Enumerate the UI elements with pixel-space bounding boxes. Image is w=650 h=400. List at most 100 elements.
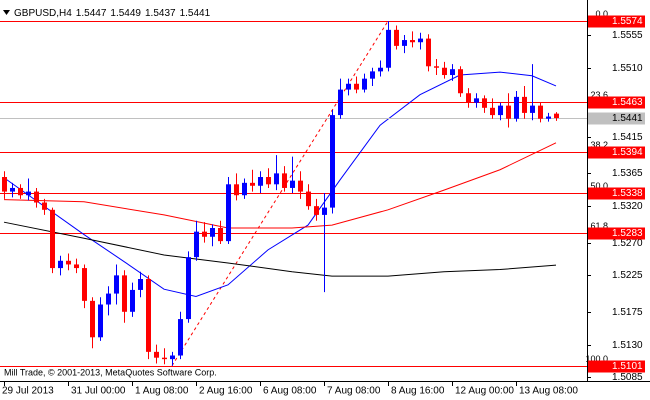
candle-body <box>266 177 271 185</box>
candle-body <box>226 184 231 242</box>
candle-body <box>418 38 423 43</box>
fibo-price-box <box>588 187 645 200</box>
candle-body <box>458 69 463 94</box>
candle-body <box>466 93 471 103</box>
candle-body <box>378 67 383 72</box>
candle-body <box>282 173 287 188</box>
candle-body <box>10 187 15 192</box>
y-tick-label: 1.5130 <box>612 340 643 351</box>
fibo-price-box <box>588 146 645 159</box>
fibo-price-label: 1.5338 <box>612 188 643 199</box>
candle-body <box>290 180 295 188</box>
candle-body <box>162 357 167 360</box>
fibo-price-box <box>588 360 645 373</box>
candle-body <box>74 264 79 269</box>
fibo-level-label: 0.0 <box>595 9 608 19</box>
candle-body <box>298 180 303 192</box>
candle-body <box>274 173 279 185</box>
candle-body <box>178 319 183 356</box>
x-tick-label: 2 Aug 16:00 <box>199 386 253 397</box>
candle-body <box>90 300 95 338</box>
candle-body <box>106 293 111 305</box>
candle-body <box>338 89 343 116</box>
candle-body <box>122 275 127 312</box>
fibo-level-label: 23.6 <box>590 90 608 100</box>
fibo-level-label: 50.0 <box>590 181 608 191</box>
y-tick-label: 1.5365 <box>612 168 643 179</box>
y-tick-label: 1.5270 <box>612 238 643 249</box>
current-price-label: 1.5441 <box>612 113 643 124</box>
candle-body <box>18 187 23 196</box>
candle-body <box>554 113 559 119</box>
moving-average <box>3 71 557 298</box>
candle-body <box>218 228 223 242</box>
candle-body <box>34 191 39 203</box>
candle-body <box>354 83 359 90</box>
fibo-price-label: 1.5574 <box>612 16 643 27</box>
fibo-price-box <box>588 15 645 28</box>
candle-body <box>130 289 135 312</box>
candle-body <box>434 66 439 68</box>
fibo-price-label: 1.5101 <box>612 361 643 372</box>
candle-body <box>530 105 535 113</box>
candle-body <box>242 182 247 196</box>
y-tick-label: 1.5555 <box>612 30 643 41</box>
candle-body <box>194 231 199 258</box>
y-tick-label: 1.5510 <box>612 63 643 74</box>
candle-body <box>514 96 519 119</box>
moving-average <box>3 142 557 229</box>
candle-body <box>362 78 367 90</box>
candle-body <box>498 105 503 116</box>
plot-area: 0.0 23.6 38.2 50.0 61.8 100.0 <box>0 9 608 367</box>
candle-body <box>250 182 255 186</box>
x-tick-label: 12 Aug 00:00 <box>455 386 514 397</box>
candle-body <box>58 260 63 269</box>
symbol: GBPUSD,H4 <box>14 8 72 19</box>
candle-body <box>426 38 431 67</box>
candle-body <box>98 304 103 338</box>
x-tick-label: 31 Jul 00:00 <box>71 386 126 397</box>
candle-body <box>114 275 119 294</box>
fibo-level-label: 38.2 <box>590 140 608 150</box>
candle-body <box>482 98 487 108</box>
candle-body <box>306 191 311 207</box>
chart-header: GBPUSD,H4 1.5447 1.5449 1.5437 1.5441 <box>14 8 211 19</box>
candle-body <box>522 96 527 113</box>
candle-body <box>138 279 143 290</box>
y-tick-label: 1.5175 <box>612 307 643 318</box>
ohlc-value: 1.5447 <box>76 8 107 19</box>
candle-body <box>314 206 319 215</box>
candle-body <box>202 231 207 237</box>
candle-body <box>66 260 71 265</box>
candle-body <box>146 279 151 352</box>
candle-body <box>26 191 31 196</box>
fibo-price-label: 1.5283 <box>612 228 643 239</box>
candle-body <box>538 105 543 119</box>
candle-body <box>346 83 351 90</box>
ohlc-value: 1.5437 <box>145 8 176 19</box>
candle-body <box>322 207 327 215</box>
candle-body <box>186 257 191 320</box>
candle-body <box>506 105 511 119</box>
y-tick-label: 1.5225 <box>612 270 643 281</box>
fibo-level-label: 100.0 <box>585 354 608 364</box>
candle-body <box>450 69 455 76</box>
ohlc-value: 1.5449 <box>110 8 141 19</box>
y-tick-label: 1.5085 <box>612 372 643 383</box>
x-tick-label: 8 Aug 16:00 <box>391 386 445 397</box>
candle-body <box>42 202 47 210</box>
current-price-box <box>588 112 645 125</box>
copyright: Mill Trade, © 2001-2013, MetaQuotes Soft… <box>4 367 217 377</box>
candle-body <box>370 71 375 79</box>
x-tick-label: 29 Jul 2013 <box>2 386 54 397</box>
fibo-trend-line <box>171 20 389 366</box>
candle-body <box>490 107 495 116</box>
y-tick-label: 1.5320 <box>612 201 643 212</box>
moving-average <box>3 221 557 277</box>
x-tick-label: 7 Aug 08:00 <box>327 386 381 397</box>
candle-body <box>410 40 415 43</box>
fibo-price-box <box>588 227 645 240</box>
fibo-price-box <box>588 96 645 109</box>
candle-body <box>2 177 7 192</box>
collapse-icon[interactable] <box>3 10 10 15</box>
